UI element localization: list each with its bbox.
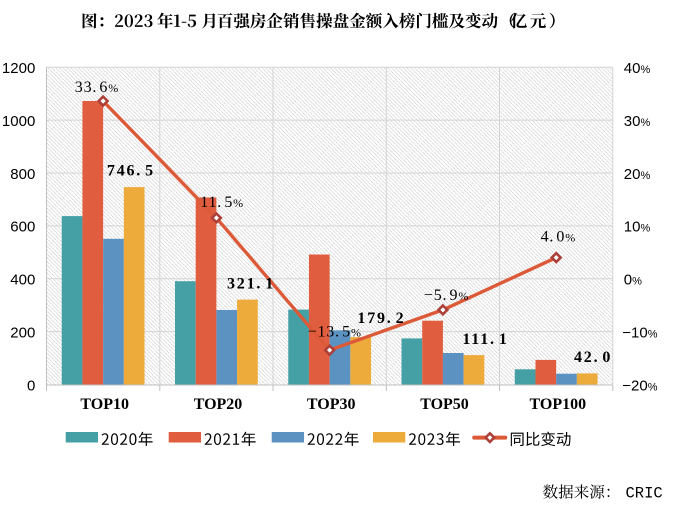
svg-text:0%: 0% (624, 272, 642, 289)
svg-text:400: 400 (10, 272, 35, 289)
svg-text:800: 800 (10, 166, 35, 183)
svg-text:TOP50: TOP50 (420, 396, 469, 413)
svg-text:−13.5%: −13. 5% (308, 323, 362, 340)
svg-text:746.5: 746. 5 (107, 162, 155, 179)
svg-text:42.0: 42. 0 (574, 349, 612, 366)
svg-text:TOP20: TOP20 (194, 396, 243, 413)
svg-text:1200: 1200 (2, 60, 35, 77)
svg-text:10%: 10% (624, 219, 651, 236)
svg-text:179.2: 179. 2 (357, 310, 405, 327)
svg-text:200: 200 (10, 324, 35, 341)
svg-text:−20%: −20% (622, 377, 657, 394)
svg-text:40%: 40% (624, 60, 651, 77)
svg-text:4.0%: 4. 0% (541, 228, 576, 245)
svg-text:TOP10: TOP10 (80, 396, 129, 413)
svg-text:1000: 1000 (2, 113, 35, 130)
svg-text:0: 0 (27, 377, 35, 394)
svg-text:111.1: 111. 1 (462, 331, 508, 348)
svg-text:20%: 20% (624, 166, 651, 183)
svg-text:−10%: −10% (622, 324, 657, 341)
svg-text:−5.9%: −5. 9% (424, 287, 469, 304)
svg-text:11.5%: 11. 5% (200, 194, 244, 211)
svg-text:600: 600 (10, 219, 35, 236)
svg-text:TOP100: TOP100 (529, 396, 586, 413)
svg-text:321.1: 321. 1 (227, 275, 275, 292)
svg-text:33.6%: 33. 6% (75, 79, 119, 96)
svg-text:30%: 30% (624, 113, 651, 130)
svg-text:CRIC: CRIC (626, 485, 663, 503)
svg-text:TOP30: TOP30 (307, 396, 356, 413)
